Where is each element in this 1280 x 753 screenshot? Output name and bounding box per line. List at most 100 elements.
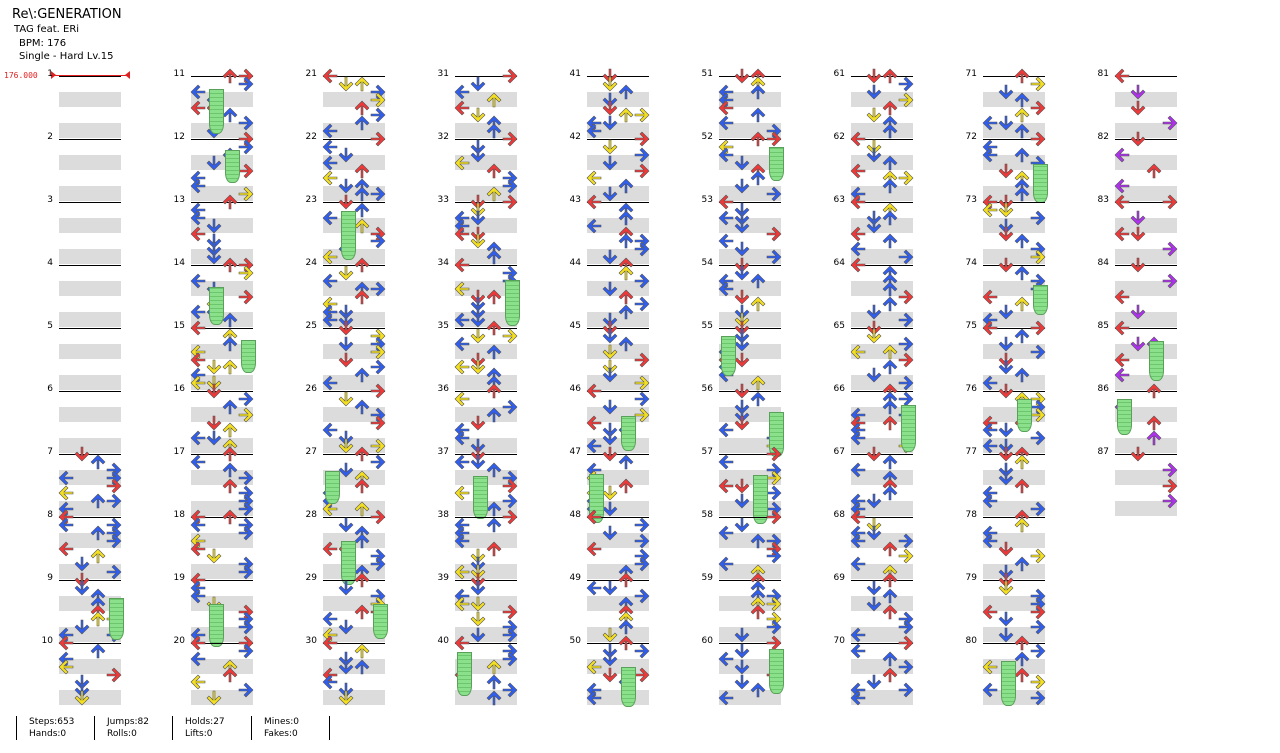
right-arrow-icon [1030,241,1046,257]
up-arrow-icon [222,68,238,84]
measure-17 [190,446,254,517]
up-arrow-icon [354,163,370,179]
measure-line [191,265,253,266]
up-arrow-icon [1014,454,1030,470]
beat-stripe [983,627,1045,642]
measure-line [851,517,913,518]
measure-number: 17 [173,447,185,457]
measure-number: 35 [437,321,449,331]
measure-number: 27 [305,447,317,457]
measure-number: 3 [47,195,53,205]
right-arrow-icon [766,131,782,147]
right-arrow-icon [502,627,518,643]
beat-stripe [59,470,121,485]
beat-stripe [719,690,781,705]
measure-46 [586,383,650,454]
down-arrow-icon [470,572,486,588]
right-arrow-icon [370,438,386,454]
down-arrow-icon [866,147,882,163]
measure-line [587,454,649,455]
measure-number: 60 [701,636,713,646]
measure-44 [587,257,650,328]
right-arrow-icon [238,68,254,84]
measure-53 [718,194,782,265]
stat-jumps: Jumps:82 [107,717,150,727]
up-arrow-icon [618,84,634,100]
down-arrow-icon [206,249,222,265]
left-arrow-icon [586,170,602,186]
right-arrow-icon [898,170,914,186]
beat-stripe [59,312,121,327]
hold-note [768,147,784,181]
beat-stripe [587,281,649,296]
measure-line [983,202,1045,203]
up-arrow-icon [618,178,634,194]
left-arrow-icon [850,186,866,202]
right-arrow-icon [1030,131,1046,147]
left-arrow-icon [322,139,338,155]
beat-stripe [851,375,913,390]
down-arrow-icon [734,643,750,659]
measure-line [323,391,385,392]
left-arrow-icon [58,651,74,667]
up-arrow-icon [618,210,634,226]
up-arrow-icon [486,659,502,675]
measure-line [587,643,649,644]
right-arrow-icon [634,391,650,407]
measure-number: 6 [47,384,53,394]
up-arrow-icon [486,249,502,265]
measure-28 [322,509,386,585]
measure-49 [586,572,650,643]
down-arrow-icon [734,336,750,352]
measure-70 [850,635,914,706]
right-arrow-icon [1030,596,1046,612]
left-arrow-icon [586,218,602,234]
up-arrow-icon [354,399,370,415]
measure-number: 33 [437,195,449,205]
measure-number: 45 [569,321,581,331]
right-arrow-icon [238,501,254,517]
up-arrow-icon [486,163,502,179]
right-arrow-icon [634,533,650,549]
hold-note [340,211,356,260]
beat-stripe [455,155,517,170]
beat-stripe [323,186,385,201]
right-arrow-icon [766,226,782,242]
down-arrow-icon [602,115,618,131]
measure-line [191,517,253,518]
down-arrow-icon [1130,84,1146,100]
up-arrow-icon [750,391,766,407]
measure-line [983,139,1045,140]
down-arrow-icon [338,651,354,667]
measure-line [59,643,121,644]
down-arrow-icon [470,454,486,470]
up-arrow-icon [354,533,370,549]
measure-54 [718,257,781,328]
up-arrow-icon [1146,383,1162,399]
beat-stripe [587,92,649,107]
hold-note [108,598,124,640]
left-arrow-icon [982,320,998,336]
right-arrow-icon [1030,430,1046,446]
measure-number: 48 [569,510,581,520]
up-arrow-icon [1014,667,1030,683]
down-arrow-icon [206,218,222,234]
down-arrow-icon [206,383,222,399]
down-arrow-icon [734,202,750,218]
measure-line [323,643,385,644]
right-arrow-icon [634,588,650,604]
measure-number: 71 [965,69,977,79]
right-arrow-icon [502,470,518,486]
down-arrow-icon [734,352,750,368]
left-arrow-icon [718,84,734,100]
measure-number: 8 [47,510,53,520]
measure-line [191,139,253,140]
right-arrow-icon [370,407,386,423]
left-arrow-icon [718,422,734,438]
beat-stripe [983,596,1045,611]
left-arrow-icon [322,210,338,226]
beat-stripe [1115,123,1177,138]
beat-stripe [455,344,517,359]
beat-stripe [851,186,913,201]
measure-line [719,76,781,77]
